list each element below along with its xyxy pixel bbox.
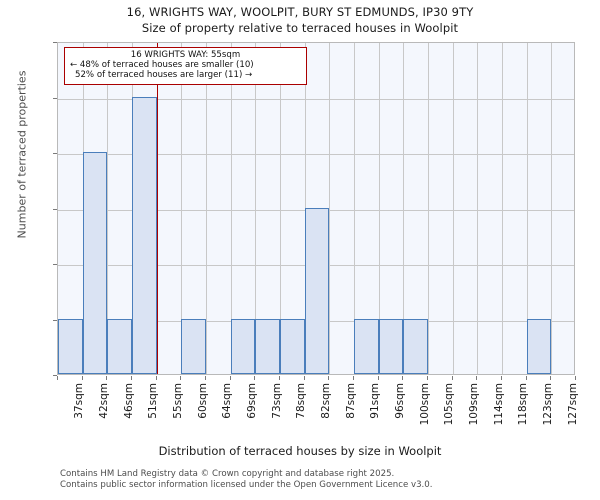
- x-tick-mark: [451, 376, 453, 380]
- x-tick-mark: [205, 376, 206, 380]
- x-tick-label: 118sqm: [517, 383, 530, 426]
- x-tick-mark: [575, 376, 576, 380]
- bar: [255, 318, 280, 374]
- gridline-horizontal: [58, 98, 574, 100]
- x-tick-mark: [254, 376, 256, 380]
- property-marker-line: [156, 43, 159, 374]
- chart-title-block: 16, WRIGHTS WAY, WOOLPIT, BURY ST EDMUND…: [0, 4, 600, 37]
- x-tick-label: 105sqm: [443, 383, 456, 426]
- bar: [378, 318, 404, 374]
- x-tick-mark: [377, 376, 379, 380]
- gridline-vertical: [206, 43, 207, 374]
- gridline-vertical: [428, 43, 429, 374]
- x-tick-mark: [131, 376, 132, 380]
- bar: [58, 318, 83, 374]
- x-tick-label: 114sqm: [492, 383, 505, 426]
- bar: [132, 96, 157, 374]
- bar: [280, 318, 305, 374]
- x-tick-label: 78sqm: [295, 383, 308, 419]
- gridline-vertical: [354, 43, 355, 374]
- x-tick-label: 73sqm: [270, 383, 283, 419]
- bar: [526, 318, 552, 374]
- gridline-vertical: [477, 43, 479, 374]
- gridline-vertical: [230, 43, 232, 374]
- gridline-vertical: [378, 43, 380, 374]
- x-tick-label: 64sqm: [221, 383, 234, 419]
- x-tick-label: 123sqm: [542, 383, 554, 426]
- x-tick-mark: [81, 376, 83, 380]
- x-tick-label: 91sqm: [369, 383, 382, 419]
- bar: [181, 318, 206, 374]
- x-axis-label: Distribution of terraced houses by size …: [158, 444, 442, 458]
- bar: [403, 318, 428, 374]
- attribution-footer: Contains HM Land Registry data © Crown c…: [60, 469, 432, 490]
- footer-line-1: Contains HM Land Registry data © Crown c…: [60, 469, 395, 479]
- y-tick-mark: [53, 319, 57, 321]
- x-tick-mark: [328, 376, 330, 380]
- y-tick-mark: [53, 208, 57, 210]
- gridline-vertical: [452, 43, 454, 374]
- gridline-vertical: [107, 43, 109, 374]
- x-tick-mark: [353, 376, 354, 380]
- bar: [230, 318, 256, 374]
- gridline-vertical: [329, 43, 331, 374]
- x-tick-mark: [229, 376, 231, 380]
- x-tick-label: 69sqm: [246, 383, 258, 419]
- bar: [107, 318, 132, 374]
- x-tick-label: 42sqm: [98, 383, 110, 419]
- x-tick-mark: [402, 376, 404, 380]
- x-tick-label: 127sqm: [566, 383, 579, 426]
- y-tick-mark: [53, 42, 57, 43]
- y-tick-mark: [53, 97, 57, 99]
- bar-series: [58, 43, 574, 374]
- x-tick-label: 96sqm: [394, 383, 406, 419]
- x-tick-mark: [106, 376, 108, 380]
- gridline-vertical: [551, 43, 553, 374]
- y-axis-label: Number of terraced properties: [15, 70, 29, 239]
- x-tick-label: 87sqm: [344, 383, 357, 419]
- x-tick-mark: [155, 376, 157, 380]
- gridline-vertical: [502, 43, 503, 374]
- x-tick-label: 60sqm: [196, 383, 209, 419]
- x-tick-mark: [57, 376, 58, 380]
- bar: [304, 207, 330, 374]
- gridline-vertical: [526, 43, 528, 374]
- x-tick-mark: [525, 376, 527, 380]
- x-tick-mark: [279, 376, 280, 380]
- y-tick-mark: [53, 264, 57, 265]
- footer-line-2: Contains public sector information licen…: [60, 479, 433, 490]
- bar: [82, 152, 108, 374]
- x-tick-label: 37sqm: [73, 383, 86, 419]
- page-title: 16, WRIGHTS WAY, WOOLPIT, BURY ST EDMUND…: [126, 5, 474, 19]
- gridline-vertical: [280, 43, 281, 374]
- x-tick-mark: [427, 376, 428, 380]
- y-tick-mark: [53, 153, 57, 154]
- x-tick-label: 100sqm: [418, 383, 431, 426]
- plot-area: [57, 42, 575, 375]
- x-tick-label: 82sqm: [320, 383, 332, 419]
- x-tick-mark: [303, 376, 305, 380]
- annotation-line-1: 16 WRIGHTS WAY: 55sqm: [130, 50, 241, 60]
- gridline-vertical: [181, 43, 183, 374]
- x-tick-label: 55sqm: [172, 383, 184, 419]
- x-tick-label: 46sqm: [122, 383, 135, 419]
- x-tick-mark: [501, 376, 502, 380]
- annotation-line-3: 52% of terraced houses are larger (11) →: [75, 70, 253, 81]
- gridline-vertical: [403, 43, 405, 374]
- x-tick-label: 51sqm: [147, 383, 160, 419]
- annotation-box: 16 WRIGHTS WAY: 55sqm ← 48% of terraced …: [64, 47, 307, 85]
- x-tick-mark: [476, 376, 478, 380]
- x-tick-label: 109sqm: [468, 383, 480, 426]
- y-tick-mark: [53, 375, 57, 376]
- bar: [354, 318, 379, 374]
- annotation-line-2: ← 48% of terraced houses are smaller (10…: [70, 60, 254, 71]
- x-tick-mark: [550, 376, 552, 380]
- page-subtitle: Size of property relative to terraced ho…: [141, 21, 459, 35]
- gridline-horizontal: [58, 154, 574, 155]
- x-tick-mark: [180, 376, 182, 380]
- gridline-vertical: [255, 43, 257, 374]
